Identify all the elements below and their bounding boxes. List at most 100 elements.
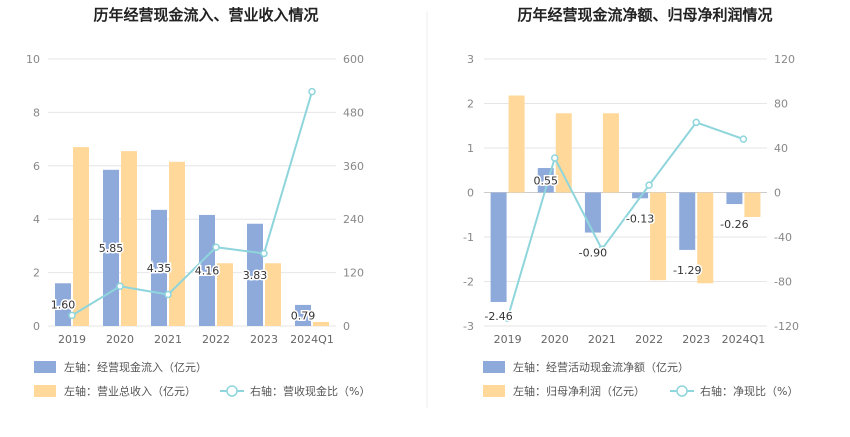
chart2-category-label: 2023 (682, 333, 710, 346)
chart1-category-label: 2023 (250, 333, 278, 346)
chart2-bar-secondary (555, 113, 572, 193)
chart1-left-tick-label: 0 (33, 320, 40, 333)
chart1-bar-primary (103, 169, 119, 326)
chart1-ratio-point (308, 87, 316, 96)
chart1-bar-primary (295, 304, 311, 326)
chart1-ratio-point (212, 243, 220, 251)
chart1-right-tick-label: 120 (343, 267, 364, 280)
chart1-right-tick-label: 240 (343, 213, 364, 226)
chart2-ratio-line (506, 121, 744, 319)
chart1-category-label: 2021 (154, 333, 182, 346)
chart1-category-label: 2020 (106, 333, 134, 346)
chart1-data-label: 0.79 (291, 309, 316, 322)
chart1-category-label: 2024Q1 (290, 333, 334, 346)
chart2-category-label: 2022 (635, 333, 663, 346)
chart2-ratio-point (551, 154, 559, 162)
chart1-left-tick-label: 4 (33, 213, 40, 226)
chart1-data-label: 3.83 (243, 269, 268, 282)
chart2-ratio-point (503, 314, 512, 322)
chart1-left-tick-label: 6 (33, 160, 40, 173)
chart2-left-tick-label: -1 (463, 231, 474, 244)
chart2-right-tick-label: -40 (774, 231, 792, 244)
chart2-category-label: 2021 (588, 333, 616, 346)
chart1-bar-secondary (73, 147, 89, 326)
chart2-bar-primary (679, 192, 696, 250)
chart1-bar-primary (151, 209, 167, 326)
chart2-right-tick-label: 0 (774, 187, 781, 200)
chart1-left-tick-label: 8 (33, 106, 40, 119)
chart2-data-label: -0.90 (579, 247, 607, 260)
chart2-left-tick-label: -2 (463, 276, 474, 289)
chart2-bar-secondary (697, 192, 714, 284)
chart1-legend-label: 左轴：营业总收入（亿元） (64, 384, 196, 398)
chart2-right-tick-label: -120 (774, 320, 799, 333)
chart1-left-tick-label: 2 (33, 267, 40, 280)
chart2-category-label: 2020 (541, 333, 569, 346)
chart1-data-label: 5.85 (99, 242, 124, 255)
chart1-bar-secondary (169, 161, 185, 326)
chart1-bar-primary (199, 214, 215, 326)
chart1-right-tick-label: 600 (343, 53, 364, 66)
chart2-category-label: 2024Q1 (722, 333, 766, 346)
chart1-legend-swatch (34, 385, 56, 397)
chart1-ratio-point (260, 249, 268, 258)
chart1-ratio-line (71, 91, 313, 317)
chart2-category-label: 2019 (494, 333, 522, 346)
chart2-left-tick-label: 3 (467, 53, 474, 66)
chart2-left-tick-label: 1 (467, 142, 474, 155)
chart2-right-tick-label: 40 (774, 142, 788, 155)
chart2-bar-primary (726, 192, 743, 205)
chart1-left-tick-label: 10 (26, 53, 40, 66)
chart1-bar-secondary (265, 263, 281, 326)
chart2-right-tick-label: 80 (774, 98, 788, 111)
chart2-bar-primary (584, 192, 601, 233)
chart1-right-tick-label: 0 (343, 320, 350, 333)
chart1-title: 历年经营现金流入、营业收入情况 (93, 6, 318, 24)
chart2-bar-secondary (508, 95, 525, 193)
chart2-bar-secondary (744, 192, 761, 217)
chart2-left-tick-label: 0 (467, 187, 474, 200)
chart1-ratio-point (68, 311, 76, 320)
chart2-title: 历年经营现金流净额、归母净利润情况 (517, 6, 772, 24)
chart2-legend-label: 左轴：经营活动现金流净额（亿元） (513, 360, 689, 374)
chart2-ratio-point (739, 135, 748, 143)
chart2-data-label: -1.29 (673, 264, 701, 277)
chart1-data-label: 4.35 (147, 262, 172, 275)
chart2-data-label: -0.26 (720, 218, 748, 231)
chart2-ratio-point (692, 118, 700, 127)
chart1-data-label: 1.60 (51, 299, 76, 312)
chart1-category-label: 2019 (58, 333, 86, 346)
chart2-legend-marker (676, 385, 688, 397)
chart2-bar-primary (490, 192, 507, 302)
chart2-left-tick-label: -3 (463, 320, 474, 333)
chart1-data-label: 4.16 (195, 264, 220, 277)
chart2-bar-primary (632, 192, 649, 199)
chart1-bar-primary (55, 283, 71, 326)
chart2-bar-secondary (602, 113, 619, 193)
chart1-ratio-point (164, 290, 172, 299)
chart1-legend-label: 右轴：营收现金比（%） (250, 384, 370, 398)
chart1-bar-secondary (217, 263, 233, 326)
chart2-data-label: -2.46 (484, 310, 512, 323)
chart2-data-label: -0.13 (626, 212, 654, 225)
chart1-legend-label: 左轴：经营现金流入（亿元） (64, 360, 207, 374)
chart2-ratio-point (645, 181, 653, 189)
chart2-legend-swatch (483, 361, 505, 373)
chart2-legend-label: 左轴：归母净利润（亿元） (513, 384, 645, 398)
chart2-ratio-point (598, 245, 606, 253)
chart2-bar-secondary (650, 192, 667, 281)
chart1-category-label: 2022 (202, 333, 230, 346)
chart2-legend-label: 右轴：净现比（%） (700, 384, 798, 398)
chart2-data-label: 0.55 (534, 174, 559, 187)
chart1-legend-swatch (34, 361, 56, 373)
chart2-right-tick-label: 120 (774, 53, 795, 66)
chart2-left-tick-label: 2 (467, 98, 474, 111)
chart1-right-tick-label: 360 (343, 160, 364, 173)
chart2-right-tick-label: -80 (774, 276, 792, 289)
chart1-bar-secondary (313, 321, 329, 326)
chart2-legend-swatch (483, 385, 505, 397)
chart1-right-tick-label: 480 (343, 106, 364, 119)
chart1-bar-primary (247, 223, 263, 326)
